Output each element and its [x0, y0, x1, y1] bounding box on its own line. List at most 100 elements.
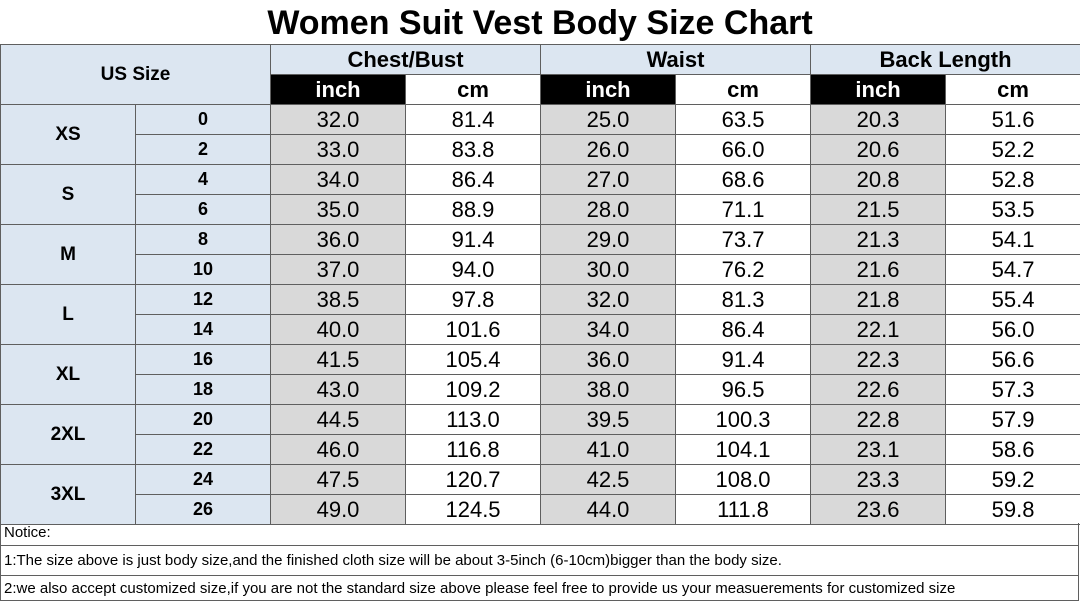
back-inch-cell: 23.3 — [810, 464, 947, 495]
us-size-number: 0 — [134, 104, 272, 135]
us-size-number: 24 — [134, 464, 272, 495]
back-inch-cell: 21.8 — [810, 284, 947, 315]
back-cm-cell: 52.8 — [945, 164, 1080, 195]
chest-inch-cell: 49.0 — [270, 494, 407, 525]
us-size-number: 22 — [134, 434, 272, 465]
notice-heading: Notice: — [4, 524, 51, 541]
waist-cm-cell: 66.0 — [675, 134, 812, 165]
chest-inch-cell: 44.5 — [270, 404, 407, 435]
back-cm-cell: 53.5 — [945, 194, 1080, 225]
size-label: M — [0, 224, 136, 285]
chest-cm-cell: 88.9 — [405, 194, 542, 225]
waist-cm-cell: 96.5 — [675, 374, 812, 405]
notice-box: Notice: 1:The size above is just body si… — [0, 523, 1079, 601]
waist-cm-cell: 100.3 — [675, 404, 812, 435]
waist-cm-cell: 76.2 — [675, 254, 812, 285]
size-label: S — [0, 164, 136, 225]
back-cm-cell: 56.0 — [945, 314, 1080, 345]
back-inch-cell: 21.6 — [810, 254, 947, 285]
chest-inch-cell: 35.0 — [270, 194, 407, 225]
waist-cm-cell: 71.1 — [675, 194, 812, 225]
chest-inch-cell: 41.5 — [270, 344, 407, 375]
waist-cm-cell: 108.0 — [675, 464, 812, 495]
table-row: XS 0 32.0 81.4 25.0 63.5 20.3 51.6 — [0, 104, 1080, 165]
waist-inch-cell: 32.0 — [540, 284, 677, 315]
chest-inch-cell: 37.0 — [270, 254, 407, 285]
chest-inch-cell: 46.0 — [270, 434, 407, 465]
chest-inch-cell: 38.5 — [270, 284, 407, 315]
size-label: XL — [0, 344, 136, 405]
us-size-number: 4 — [134, 164, 272, 195]
chest-inch-cell: 36.0 — [270, 224, 407, 255]
waist-inch-cell: 34.0 — [540, 314, 677, 345]
notice-line-1: 1:The size above is just body size,and t… — [4, 552, 782, 569]
waist-inch-cell: 41.0 — [540, 434, 677, 465]
back-inch-header: inch — [810, 74, 947, 105]
chest-inch-header: inch — [270, 74, 407, 105]
back-inch-cell: 22.8 — [810, 404, 947, 435]
back-inch-cell: 22.3 — [810, 344, 947, 375]
notice-line-2: 2:we also accept customized size,if you … — [4, 580, 956, 597]
us-size-number: 2 — [134, 134, 272, 165]
waist-cm-cell: 86.4 — [675, 314, 812, 345]
chart-title: Women Suit Vest Body Size Chart — [267, 4, 813, 42]
back-cm-cell: 59.2 — [945, 464, 1080, 495]
table-row: 3XL 24 47.5 120.7 42.5 108.0 23.3 59.2 — [0, 464, 1080, 525]
waist-inch-cell: 42.5 — [540, 464, 677, 495]
size-label: XS — [0, 104, 136, 165]
chest-cm-cell: 81.4 — [405, 104, 542, 135]
waist-inch-cell: 30.0 — [540, 254, 677, 285]
back-cm-header: cm — [945, 74, 1080, 105]
table-row: 26 49.0 124.5 44.0 111.8 23.6 59.8 — [1, 494, 1080, 525]
waist-cm-cell: 104.1 — [675, 434, 812, 465]
waist-cm-cell: 63.5 — [675, 104, 812, 135]
us-size-number: 20 — [134, 404, 272, 435]
back-inch-cell: 21.3 — [810, 224, 947, 255]
back-length-header: Back Length — [810, 44, 1080, 75]
table-row: 2 33.0 83.8 26.0 66.0 20.6 52.2 — [1, 134, 1080, 165]
waist-inch-cell: 39.5 — [540, 404, 677, 435]
us-size-number: 14 — [134, 314, 272, 345]
us-size-number: 6 — [134, 194, 272, 225]
waist-inch-cell: 27.0 — [540, 164, 677, 195]
back-cm-cell: 51.6 — [945, 104, 1080, 135]
waist-inch-cell: 26.0 — [540, 134, 677, 165]
back-inch-cell: 20.6 — [810, 134, 947, 165]
waist-cm-cell: 91.4 — [675, 344, 812, 375]
chest-cm-cell: 116.8 — [405, 434, 542, 465]
chest-bust-header: Chest/Bust — [270, 44, 542, 75]
size-chart-table: US Size Chest/Bust Waist Back Length inc… — [0, 44, 1080, 525]
waist-cm-cell: 73.7 — [675, 224, 812, 255]
back-inch-cell: 20.3 — [810, 104, 947, 135]
us-size-header: US Size — [0, 44, 272, 105]
back-inch-cell: 21.5 — [810, 194, 947, 225]
chest-cm-cell: 120.7 — [405, 464, 542, 495]
notice-divider — [1, 575, 1078, 576]
chest-inch-cell: 32.0 — [270, 104, 407, 135]
header-unit-row: inch cm inch cm inch cm — [1, 74, 1080, 105]
chest-cm-cell: 86.4 — [405, 164, 542, 195]
back-cm-cell: 54.1 — [945, 224, 1080, 255]
waist-cm-cell: 68.6 — [675, 164, 812, 195]
waist-cm-cell: 111.8 — [675, 494, 812, 525]
back-cm-cell: 55.4 — [945, 284, 1080, 315]
back-inch-cell: 20.8 — [810, 164, 947, 195]
back-cm-cell: 52.2 — [945, 134, 1080, 165]
chest-cm-cell: 101.6 — [405, 314, 542, 345]
waist-inch-cell: 44.0 — [540, 494, 677, 525]
size-label: 3XL — [0, 464, 136, 525]
chest-inch-cell: 34.0 — [270, 164, 407, 195]
table-row: S 4 34.0 86.4 27.0 68.6 20.8 52.8 — [0, 164, 1080, 225]
chest-cm-cell: 113.0 — [405, 404, 542, 435]
table-row: 22 46.0 116.8 41.0 104.1 23.1 58.6 — [1, 434, 1080, 465]
us-size-number: 18 — [134, 374, 272, 405]
waist-inch-cell: 29.0 — [540, 224, 677, 255]
size-label: 2XL — [0, 404, 136, 465]
table-row: 2XL 20 44.5 113.0 39.5 100.3 22.8 57.9 — [0, 404, 1080, 465]
back-cm-cell: 57.9 — [945, 404, 1080, 435]
chest-cm-cell: 91.4 — [405, 224, 542, 255]
waist-cm-header: cm — [675, 74, 812, 105]
back-cm-cell: 54.7 — [945, 254, 1080, 285]
table-row: 18 43.0 109.2 38.0 96.5 22.6 57.3 — [1, 374, 1080, 405]
back-inch-cell: 23.1 — [810, 434, 947, 465]
